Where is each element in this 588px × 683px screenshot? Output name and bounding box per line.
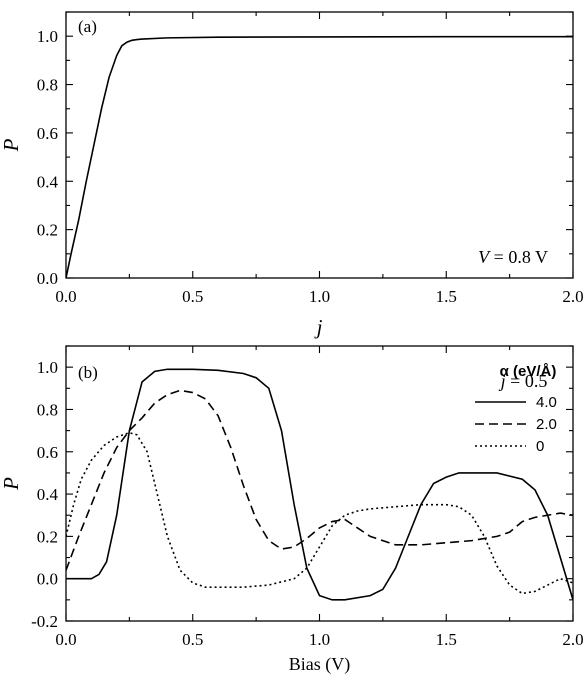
panel-label: (a)	[78, 17, 97, 36]
y-tick-label: 0.8	[37, 400, 58, 419]
legend-entry: 4.0	[536, 394, 557, 411]
panel-b: 0.0 0.5 1.0 1.5 2.0-0.20.00.20.40.60.81.0Bia…	[0, 345, 584, 675]
panel-label: (b)	[78, 363, 98, 382]
panel-a: 0.0 0.5 1.0 1.5 2.0 0.0 0.2 0.4 0.6 0.8 1.0 j P (a) V …	[0, 11, 584, 339]
annotation-value: = 0.5	[506, 371, 548, 391]
annotation-symbol: V	[478, 247, 491, 267]
series-line-4-0	[66, 368, 573, 601]
x-tick-label: 2.0	[562, 287, 583, 306]
y-tick-label: 0.2	[37, 527, 58, 546]
annotation: V = 0.8 V	[478, 247, 548, 267]
y-tick-label: 1.0	[37, 358, 58, 377]
annotation-symbol: j	[499, 371, 506, 391]
series-line-0	[66, 35, 573, 278]
annotation-value: = 0.8 V	[489, 247, 548, 267]
x-tick-label: 0.0	[55, 287, 76, 306]
x-tick-label: 2.0	[562, 630, 583, 649]
x-tick-label: 1.5	[436, 287, 457, 306]
legend: α (eV/Å) 4.0 2.0 0	[475, 363, 557, 455]
plot-frame	[65, 11, 574, 279]
x-tick-label: 1.0	[309, 287, 330, 306]
y-tick-label: 1.0	[37, 27, 58, 46]
y-tick-label: 0.6	[37, 443, 58, 462]
y-tick-label: 0.4	[37, 172, 59, 191]
x-axis-label: j	[314, 315, 323, 339]
legend-title: α (eV/Å)	[500, 363, 557, 380]
legend-entry: 2.0	[536, 416, 557, 433]
plot-frame	[65, 345, 574, 622]
y-axis-label: P	[0, 477, 23, 491]
y-tick-label: 0.0	[37, 269, 58, 288]
y-tick-label: 0.8	[37, 76, 58, 95]
y-tick-label: -0.2	[31, 612, 58, 631]
y-axis-label: P	[0, 138, 23, 152]
y-tick-label: 0.0	[37, 570, 58, 589]
y-tick-label: 0.6	[37, 124, 58, 143]
x-tick-label: 0.0	[55, 630, 76, 649]
x-tick-label: 1.5	[436, 630, 457, 649]
series-line-0	[66, 431, 573, 595]
x-axis-label: Bias (V)	[289, 654, 351, 675]
y-tick-label: 0.2	[37, 221, 58, 240]
series-line-2-0	[66, 389, 573, 571]
x-tick-label: 1.0	[309, 630, 330, 649]
legend-entry: 0	[536, 438, 544, 455]
annotation: j = 0.5	[499, 371, 548, 391]
y-tick-label: 0.4	[37, 485, 59, 504]
x-tick-label: 0.5	[182, 287, 203, 306]
x-tick-label: 0.5	[182, 630, 203, 649]
